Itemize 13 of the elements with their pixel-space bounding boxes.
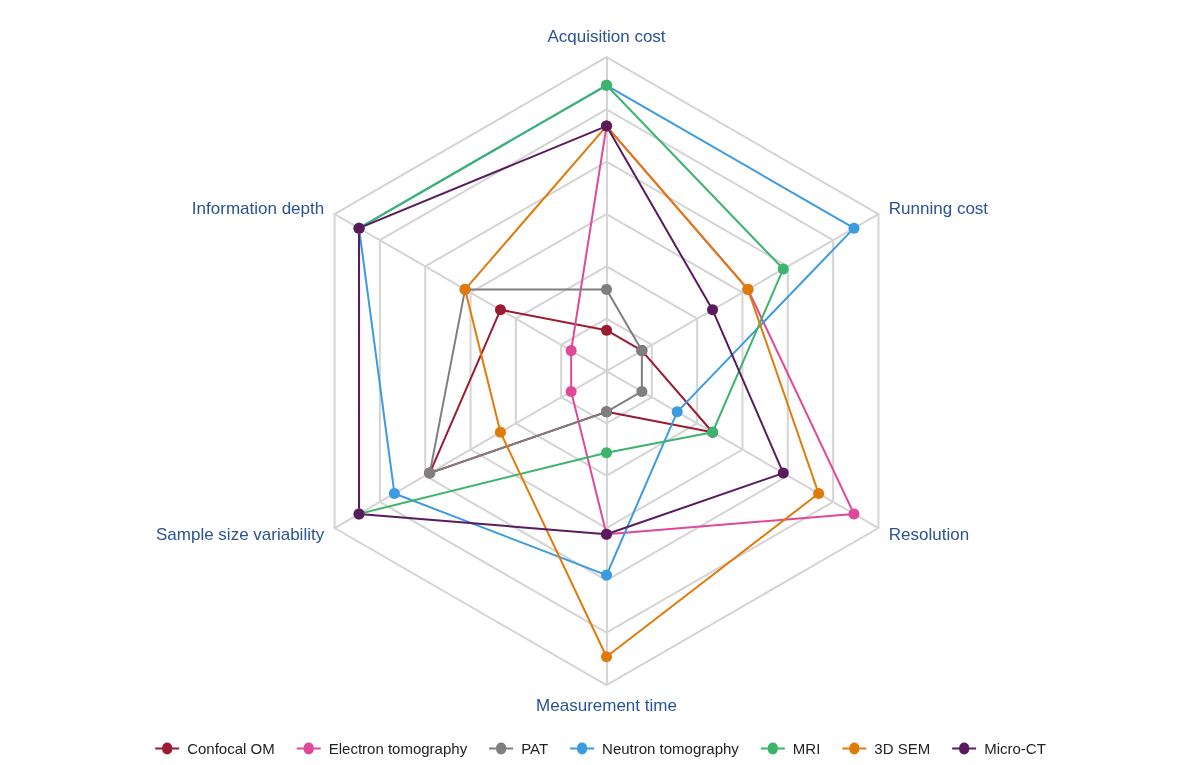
spoke-label: Running cost (888, 198, 989, 218)
legend-label: Neutron tomography (602, 740, 740, 757)
legend-label: Electron tomography (328, 740, 468, 757)
spoke-label: Sample size variability (155, 524, 325, 544)
legend-label: MRI (792, 740, 821, 757)
spoke-label: Information depth (191, 198, 325, 218)
legend-label: Micro-CT (984, 740, 1046, 757)
legend-label: Confocal OM (187, 740, 275, 757)
spoke-label: Measurement time (536, 696, 677, 716)
legend-label: 3D SEM (874, 740, 931, 757)
legend-label: PAT (521, 740, 549, 757)
spoke-label: Acquisition cost (547, 27, 666, 47)
spoke-label: Resolution (888, 524, 970, 544)
